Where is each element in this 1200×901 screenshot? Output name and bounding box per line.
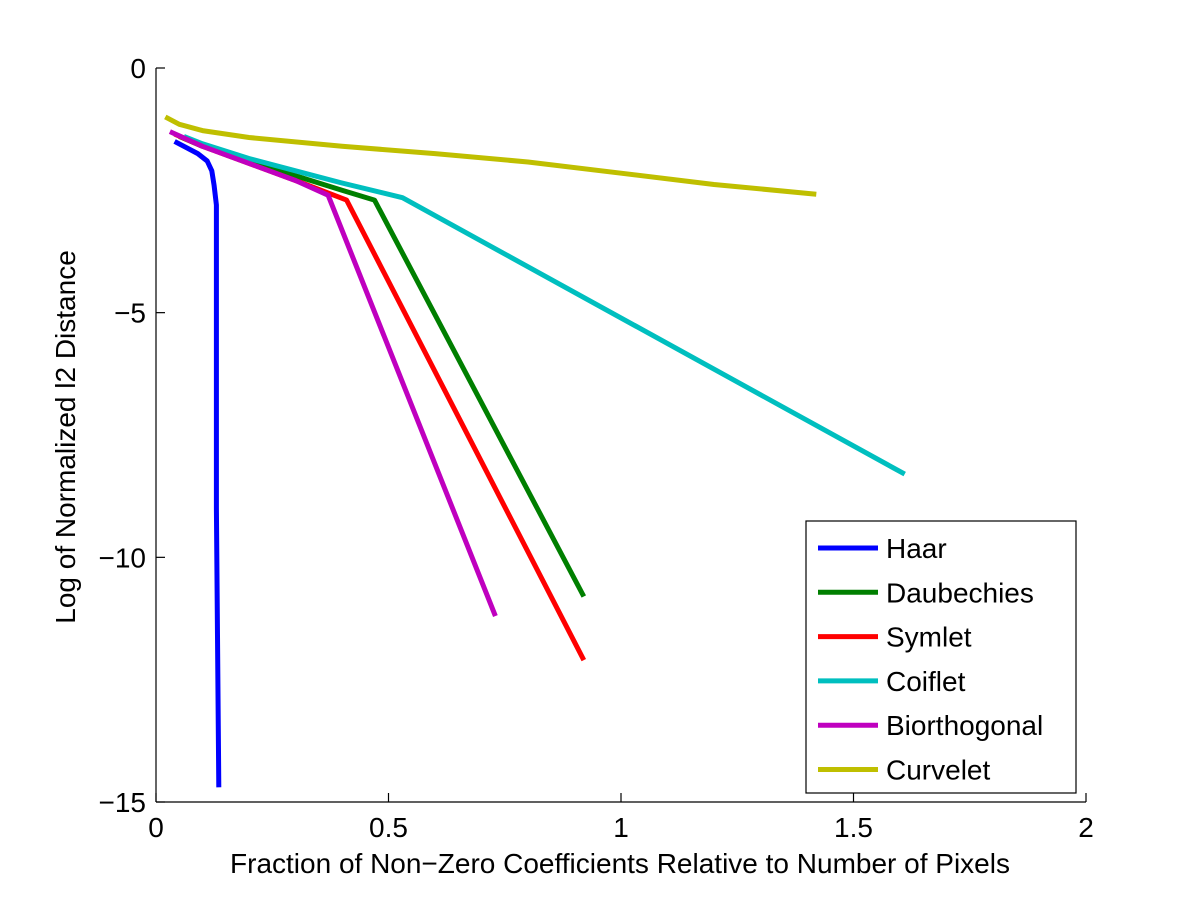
x-tick-label: 1.5 [834,812,873,843]
series-line-biorthogonal [168,129,498,618]
legend-label-daubechies: Daubechies [886,577,1034,608]
series-layer [164,114,906,788]
y-tick-label: 0 [130,53,146,84]
legend-label-haar: Haar [886,533,947,564]
x-tick-label: 1 [613,812,629,843]
legend-label-biorthogonal: Biorthogonal [886,710,1043,741]
x-tick-label: 0 [148,812,164,843]
y-tick-label: −10 [99,542,147,573]
series-line-curvelet [164,114,817,197]
x-tick-label: 2 [1078,812,1094,843]
y-axis-label: Log of Normalized l2 Distance [50,250,81,624]
x-axis-label: Fraction of Non−Zero Coefficients Relati… [230,848,1010,879]
legend-label-symlet: Symlet [886,622,972,653]
legend-label-curvelet: Curvelet [886,755,990,786]
y-tick-label: −5 [114,298,146,329]
legend-label-coiflet: Coiflet [886,666,966,697]
legend-box [805,520,1077,794]
ticks-layer: 0 0.5 1 1.5 2 0 −5 −10 −15 [99,53,1094,843]
y-tick-label: −15 [99,787,147,818]
x-tick-label: 0.5 [369,812,408,843]
legend: Haar Daubechies Symlet Coiflet Biorthogonal C… [805,520,1077,794]
series-line-haar [173,139,222,788]
legend-items: Haar Daubechies Symlet Coiflet Biorthogonal C… [818,533,1043,786]
